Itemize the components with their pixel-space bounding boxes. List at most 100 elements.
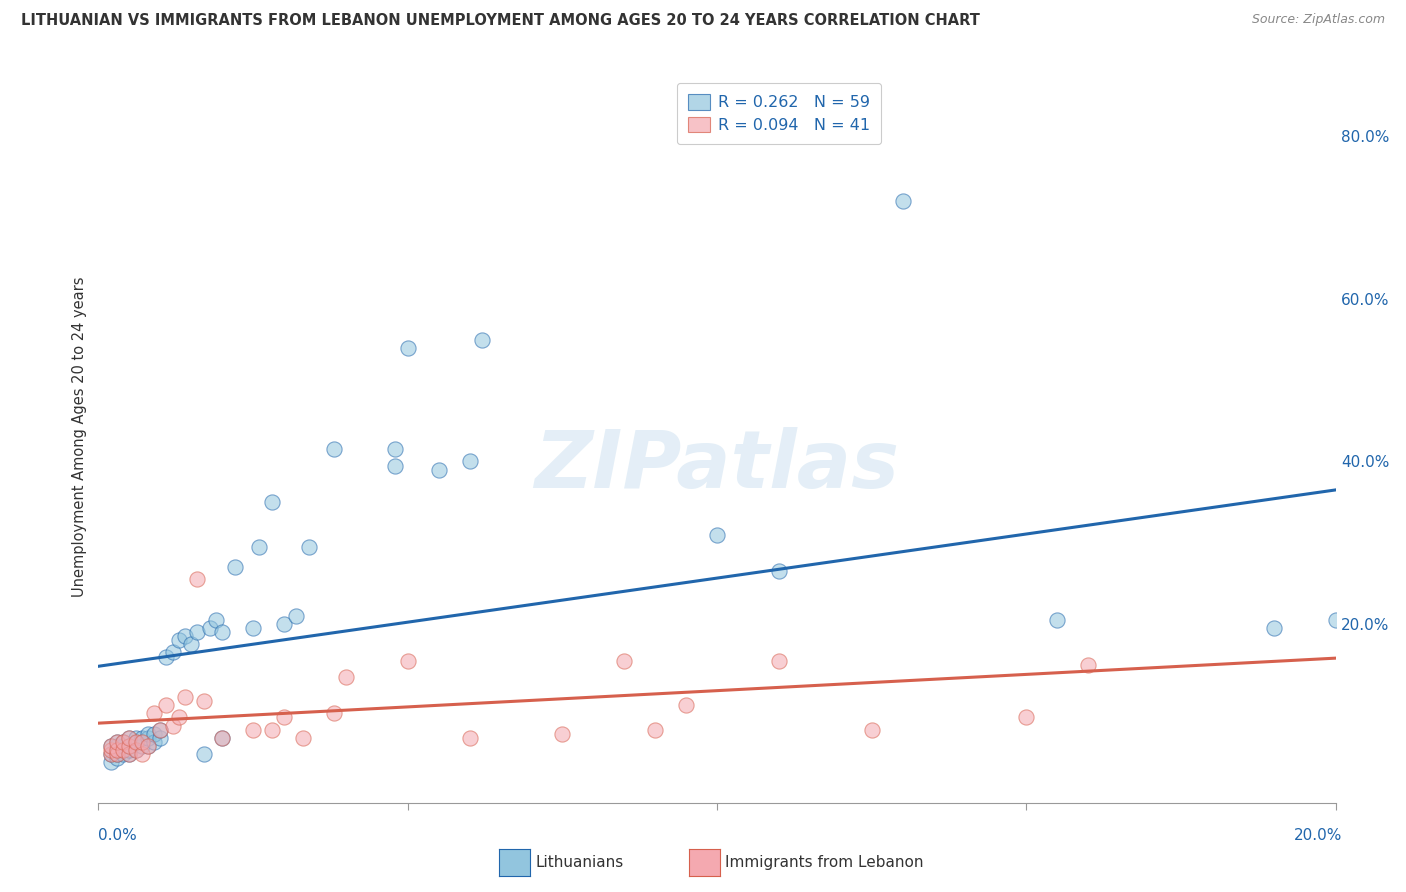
Point [860, 723, 883, 737]
Point [100, 747, 122, 761]
Point [335, 670, 357, 684]
Point [131, 739, 153, 753]
Point [105, 747, 128, 761]
Y-axis label: Unemployment Among Ages 20 to 24 years: Unemployment Among Ages 20 to 24 years [72, 277, 87, 598]
Point [124, 743, 146, 757]
Point [118, 731, 141, 745]
Point [112, 743, 135, 757]
Text: 20.0%: 20.0% [1295, 828, 1343, 843]
Point [100, 755, 122, 769]
Point [224, 560, 246, 574]
Point [105, 743, 128, 757]
Point [100, 739, 122, 753]
Point [131, 735, 153, 749]
Point [180, 637, 202, 651]
Point [162, 645, 184, 659]
Point [100, 739, 122, 753]
Point [186, 625, 208, 640]
Point [1077, 657, 1099, 672]
Point [285, 608, 308, 623]
Point [1324, 613, 1347, 627]
Point [105, 739, 128, 753]
Point [105, 735, 128, 749]
Point [193, 694, 215, 708]
Point [112, 739, 135, 753]
Point [396, 654, 419, 668]
Point [551, 727, 574, 741]
Point [384, 442, 406, 457]
Point [105, 735, 128, 749]
Point [112, 735, 135, 749]
Point [143, 735, 166, 749]
Point [149, 731, 172, 745]
Point [105, 751, 128, 765]
Point [384, 458, 406, 473]
Point [167, 633, 190, 648]
Point [174, 629, 197, 643]
Point [1263, 621, 1285, 635]
Point [118, 739, 141, 753]
Point [706, 527, 728, 541]
Text: Lithuanians: Lithuanians [536, 855, 624, 870]
Point [112, 743, 135, 757]
Point [143, 706, 166, 721]
Point [105, 743, 128, 757]
Point [149, 723, 172, 737]
Point [768, 564, 790, 578]
Point [613, 654, 636, 668]
Point [458, 454, 481, 468]
Point [644, 723, 666, 737]
Point [247, 540, 270, 554]
Point [118, 743, 141, 757]
Point [118, 731, 141, 745]
Point [891, 194, 914, 209]
Point [100, 743, 122, 757]
Point [118, 747, 141, 761]
Point [193, 747, 215, 761]
Point [675, 698, 697, 713]
Point [322, 442, 344, 457]
Point [136, 727, 159, 741]
Point [291, 731, 314, 745]
Point [124, 735, 146, 749]
Text: Source: ZipAtlas.com: Source: ZipAtlas.com [1251, 13, 1385, 27]
Point [211, 731, 233, 745]
Text: Immigrants from Lebanon: Immigrants from Lebanon [725, 855, 924, 870]
Point [273, 710, 295, 724]
Point [298, 540, 321, 554]
Point [260, 495, 283, 509]
Point [396, 341, 419, 355]
Point [131, 731, 153, 745]
Point [131, 747, 153, 761]
Point [149, 723, 172, 737]
Point [131, 735, 153, 749]
Point [273, 617, 295, 632]
Point [112, 747, 135, 761]
Point [186, 572, 208, 586]
Legend: R = 0.262   N = 59, R = 0.094   N = 41: R = 0.262 N = 59, R = 0.094 N = 41 [676, 83, 882, 144]
Point [124, 743, 146, 757]
Point [427, 462, 450, 476]
Point [100, 747, 122, 761]
Point [471, 333, 494, 347]
Point [155, 649, 177, 664]
Point [143, 727, 166, 741]
Point [162, 718, 184, 732]
Point [322, 706, 344, 721]
Point [1046, 613, 1069, 627]
Point [118, 739, 141, 753]
Point [211, 731, 233, 745]
Point [1015, 710, 1038, 724]
Point [458, 731, 481, 745]
Point [211, 625, 233, 640]
Point [118, 747, 141, 761]
Text: 0.0%: 0.0% [98, 828, 138, 843]
Point [242, 723, 264, 737]
Point [136, 731, 159, 745]
Point [136, 739, 159, 753]
Text: LITHUANIAN VS IMMIGRANTS FROM LEBANON UNEMPLOYMENT AMONG AGES 20 TO 24 YEARS COR: LITHUANIAN VS IMMIGRANTS FROM LEBANON UN… [21, 13, 980, 29]
Point [205, 613, 228, 627]
Point [167, 710, 190, 724]
Point [136, 739, 159, 753]
Point [124, 735, 146, 749]
